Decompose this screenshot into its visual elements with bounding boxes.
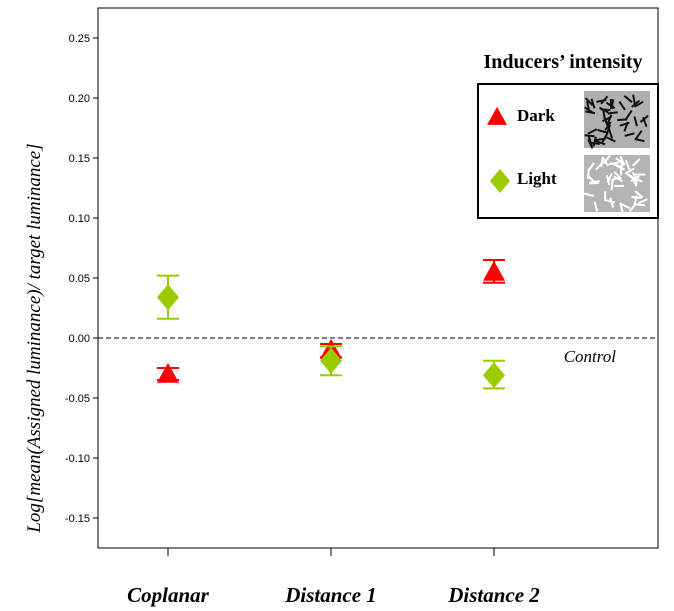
texture-stroke [634, 203, 646, 207]
texture-stroke [587, 136, 593, 147]
texture-stroke [633, 195, 638, 206]
texture-stroke [595, 140, 606, 146]
texture-stroke [590, 98, 596, 109]
texture-stroke [595, 161, 604, 171]
texture-stroke [593, 201, 599, 212]
y-tick-label: -0.15 [65, 513, 90, 525]
texture-stroke [587, 174, 596, 184]
texture-stroke [631, 158, 641, 167]
texture-stroke [618, 100, 626, 111]
texture-stroke [629, 174, 637, 185]
texture-stroke [615, 164, 625, 171]
texture-stroke [619, 155, 626, 166]
y-tick-label: -0.10 [65, 453, 90, 465]
data-point-light [320, 347, 342, 374]
texture-stroke [601, 133, 609, 143]
texture-stroke [623, 95, 633, 103]
texture-stroke [613, 171, 623, 180]
data-point-light [483, 362, 505, 389]
texture-stroke [607, 111, 618, 115]
y-tick-label: 0.00 [69, 333, 90, 345]
data-point-dark [483, 260, 505, 281]
x-category-label: Distance 2 [447, 583, 540, 607]
texture-stroke [604, 121, 612, 131]
texture-stroke [624, 159, 631, 170]
texture-stroke [613, 175, 624, 183]
texture-stroke [605, 101, 616, 110]
legend-marker-light [490, 169, 510, 193]
legend-title: Inducers’ intensity [483, 51, 642, 73]
texture-stroke [633, 116, 638, 127]
texture-stroke [624, 132, 635, 137]
y-tick-label: -0.05 [65, 393, 90, 405]
y-tick-label: 0.05 [69, 273, 90, 285]
y-tick-label: 0.20 [69, 93, 90, 105]
texture-stroke [617, 118, 628, 122]
texture-stroke [633, 100, 644, 108]
texture-stroke [583, 192, 595, 198]
y-tick-label: 0.15 [69, 153, 90, 165]
texture-stroke [585, 110, 596, 115]
texture-stroke [625, 109, 633, 120]
texture-stroke [605, 136, 616, 143]
texture-stroke [634, 176, 639, 187]
texture-stroke [642, 116, 648, 128]
legend-marker-dark [487, 106, 507, 125]
texture-stroke [632, 94, 636, 105]
texture-stroke [584, 134, 595, 138]
texture-stroke [600, 95, 609, 105]
legend-label-light: Light [517, 169, 557, 188]
y-axis-label: Log[mean(Assigned luminance)/ target lum… [24, 143, 45, 533]
y-tick-label: 0.10 [69, 213, 90, 225]
texture-stroke [632, 176, 643, 183]
texture-stroke [587, 128, 598, 135]
legend: Inducers’ intensity Dark Light [477, 51, 659, 219]
texture-stroke [620, 203, 631, 210]
texture-stroke [606, 173, 613, 183]
texture-stroke [624, 167, 635, 175]
texture-stroke [623, 121, 629, 132]
x-category-label: Distance 1 [284, 583, 377, 607]
texture-stroke [602, 115, 612, 123]
texture-stroke [637, 198, 648, 205]
texture-stroke [584, 97, 594, 106]
data-point-dark [157, 362, 179, 383]
texture-stroke [608, 128, 614, 139]
data-point-light [157, 284, 179, 311]
legend-label-dark: Dark [517, 106, 555, 125]
texture-stroke [610, 180, 614, 191]
x-category-label: Coplanar [127, 583, 210, 607]
texture-stroke [599, 106, 609, 114]
texture-stroke [604, 198, 615, 204]
control-label: Control [564, 347, 617, 366]
texture-stroke [597, 128, 608, 134]
dark-texture-swatch [584, 91, 650, 149]
texture-stroke [635, 130, 643, 140]
texture-stroke [634, 190, 644, 199]
light-texture-swatch [583, 155, 650, 213]
texture-stroke [592, 136, 597, 147]
texture-stroke [634, 137, 645, 143]
texture-stroke [601, 157, 610, 167]
texture-stroke [603, 116, 609, 127]
y-tick-label: 0.25 [69, 33, 90, 45]
texture-stroke [619, 202, 624, 213]
